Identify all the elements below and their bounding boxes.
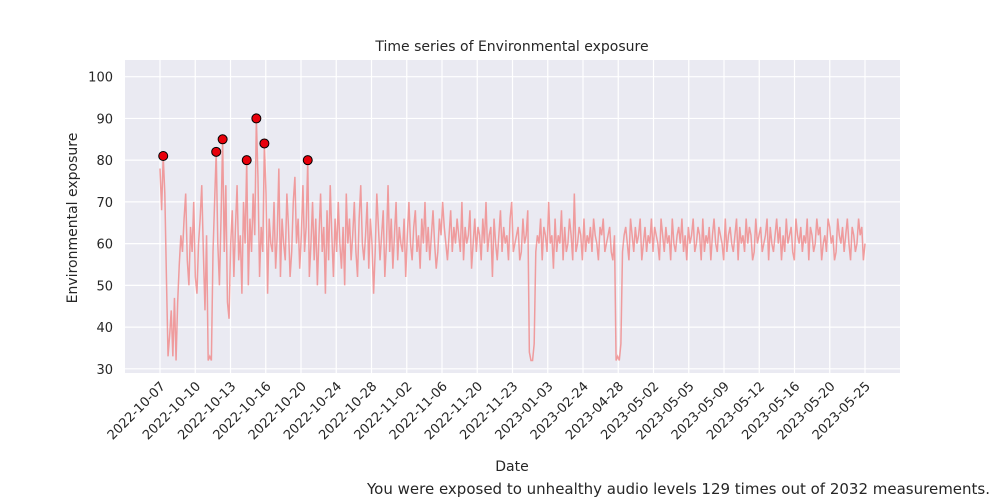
highlight-markers <box>158 113 313 166</box>
y-tick-label: 90 <box>96 112 113 127</box>
y-tick-label: 30 <box>96 363 113 378</box>
y-tick-labels: 30 40 50 60 70 80 90 100 <box>88 71 113 378</box>
series-line <box>159 118 866 362</box>
highlight-point <box>302 155 313 166</box>
y-tick-label: 40 <box>96 321 113 336</box>
y-tick-label: 60 <box>96 238 113 253</box>
chart-title: Time series of Environmental exposure <box>374 39 648 55</box>
y-axis-title: Environmental exposure <box>65 133 81 304</box>
highlight-point <box>251 113 262 124</box>
highlight-point <box>211 146 222 157</box>
y-tick-label: 70 <box>96 196 113 211</box>
series-path <box>159 118 866 362</box>
grid <box>125 60 900 373</box>
highlight-point <box>158 150 169 161</box>
x-tick-labels: 2022-10-072022-10-102022-10-132022-10-16… <box>105 379 874 443</box>
x-axis-title: Date <box>495 459 528 475</box>
exposure-summary-caption: You were exposed to unhealthy audio leve… <box>367 480 990 498</box>
highlight-point <box>241 155 252 166</box>
highlight-point <box>259 138 270 149</box>
y-tick-label: 50 <box>96 279 113 294</box>
highlight-point <box>217 134 228 145</box>
y-tick-label: 80 <box>96 154 113 169</box>
y-tick-label: 100 <box>88 71 113 86</box>
